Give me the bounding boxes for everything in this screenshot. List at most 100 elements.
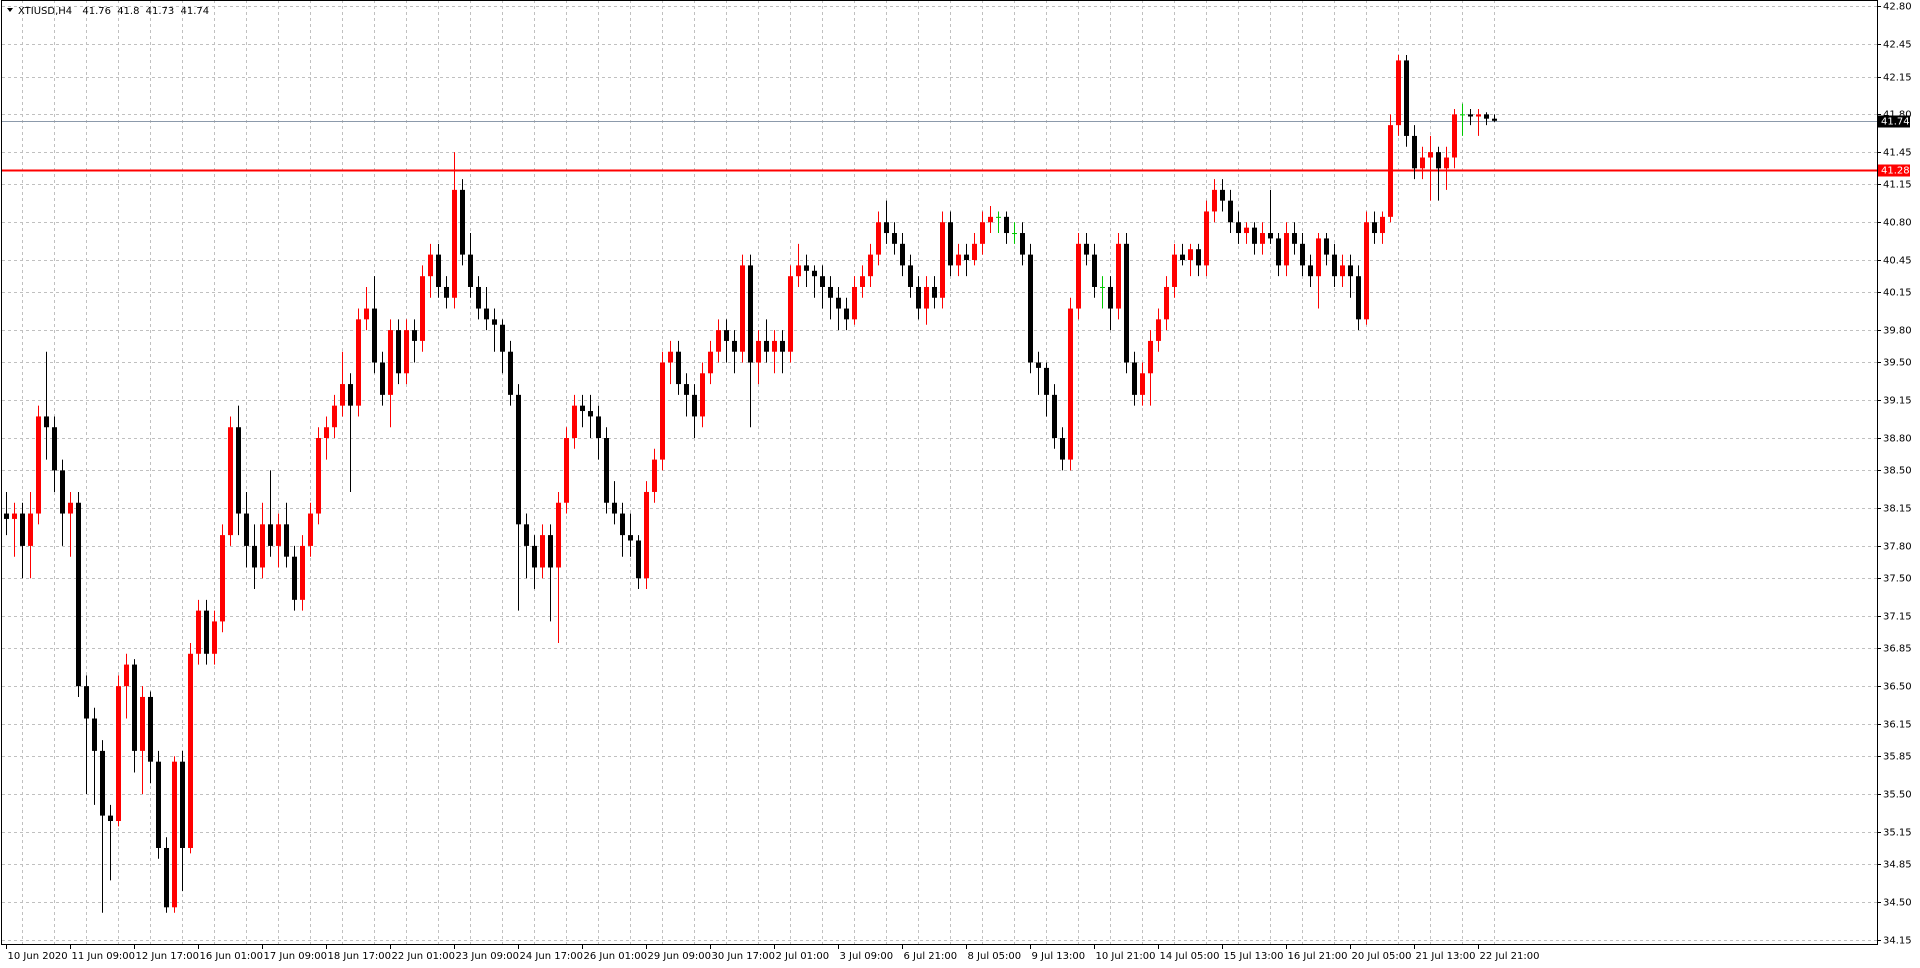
x-tick-label: 16 Jun 01:00 [200, 951, 264, 962]
candle-body [1100, 286, 1105, 288]
candle-body [1076, 243, 1081, 309]
y-tick-label: 40.15 [1883, 288, 1912, 299]
candle-body [996, 216, 1001, 218]
candle-body [868, 254, 873, 277]
candle-body [772, 340, 777, 352]
candle-body [100, 750, 105, 816]
y-tick-label: 40.45 [1883, 256, 1912, 267]
candle-body [700, 373, 705, 417]
candle-body [492, 319, 497, 325]
candle-body [652, 459, 657, 492]
candle-body [28, 513, 33, 546]
candle-body [980, 222, 985, 244]
candle-body [732, 340, 737, 352]
candle-body [428, 254, 433, 277]
candle-body [740, 265, 745, 352]
candle-body [20, 513, 25, 546]
candle-body [1276, 238, 1281, 266]
symbol-menu-icon[interactable] [7, 8, 13, 12]
candle-body [1220, 189, 1225, 201]
candle-body [348, 384, 353, 406]
candle-body [1212, 189, 1217, 212]
candle-body [564, 438, 569, 503]
candle-body [844, 308, 849, 320]
candle-body [484, 308, 489, 320]
candle-body [132, 664, 137, 751]
candle-body [212, 621, 217, 654]
candle-body [1044, 367, 1049, 395]
y-tick-label: 41.45 [1883, 148, 1912, 159]
y-tick-label: 41.15 [1883, 180, 1912, 191]
candle-body [1404, 60, 1409, 136]
y-tick-label: 34.15 [1883, 936, 1912, 947]
candle-body [820, 276, 825, 287]
candle-body [1172, 254, 1177, 287]
candle-body [508, 351, 513, 395]
candle-body [1228, 200, 1233, 223]
y-tick-label: 34.50 [1883, 898, 1912, 909]
candle-body [1036, 362, 1041, 368]
candle-body [916, 286, 921, 309]
candle-body [452, 189, 457, 298]
x-tick-label: 9 Jul 13:00 [1032, 951, 1086, 962]
candle-body [300, 545, 305, 600]
candle-body [172, 761, 177, 908]
y-tick-label: 36.85 [1883, 644, 1912, 655]
candle-body [644, 491, 649, 579]
y-tick-label: 35.15 [1883, 828, 1912, 839]
candle-body [276, 524, 281, 546]
x-tick-label: 14 Jul 05:00 [1160, 951, 1220, 962]
candle-body [204, 610, 209, 654]
candle-body [1188, 249, 1193, 261]
candle-body [52, 427, 57, 471]
y-tick-label: 39.50 [1883, 358, 1912, 369]
x-tick-label: 12 Jun 17:00 [136, 951, 200, 962]
candle-body [1412, 135, 1417, 169]
candle-body [1300, 243, 1305, 266]
y-tick-label: 36.50 [1883, 682, 1912, 693]
x-tick-label: 22 Jul 21:00 [1480, 951, 1540, 962]
candle-body [636, 540, 641, 579]
candle-body [420, 276, 425, 341]
candle-body [1308, 265, 1313, 277]
x-tick-label: 16 Jul 21:00 [1288, 951, 1348, 962]
candle-body [956, 254, 961, 266]
high-value: 41.8 [117, 6, 139, 17]
candle-body [1260, 233, 1265, 244]
x-tick-label: 24 Jun 17:00 [520, 951, 584, 962]
candle-body [836, 297, 841, 309]
candle-body [924, 286, 929, 309]
candle-body [1332, 254, 1337, 277]
candle-body [516, 394, 521, 525]
candle-body [332, 405, 337, 428]
x-tick-label: 10 Jul 21:00 [1096, 951, 1156, 962]
candle-body [612, 502, 617, 514]
candle-body [140, 696, 145, 751]
candle-body [284, 524, 289, 557]
candle-body [1468, 114, 1473, 117]
candle-body [268, 524, 273, 546]
candle-body [852, 286, 857, 320]
candle-body [1356, 276, 1361, 320]
candle-body [1316, 238, 1321, 277]
candle-body [84, 686, 89, 719]
candle-body [1292, 233, 1297, 244]
candle-body [1436, 152, 1441, 169]
candle-body [92, 718, 97, 751]
bid-price-box [1878, 115, 1910, 128]
candle-body [460, 189, 465, 255]
candle-body [1148, 340, 1153, 374]
level-price-box [1878, 164, 1910, 177]
candle-body [692, 394, 697, 417]
candle-body [572, 405, 577, 439]
x-tick-label: 8 Jul 05:00 [968, 951, 1022, 962]
candle-body [380, 362, 385, 395]
y-tick-label: 39.15 [1883, 396, 1912, 407]
candle-body [780, 340, 785, 352]
x-tick-label: 3 Jul 09:00 [840, 951, 894, 962]
candle-body [36, 416, 41, 514]
candle-body [532, 545, 537, 568]
candle-body [340, 384, 345, 406]
y-tick-label: 40.80 [1883, 218, 1912, 229]
candle-body [676, 351, 681, 385]
